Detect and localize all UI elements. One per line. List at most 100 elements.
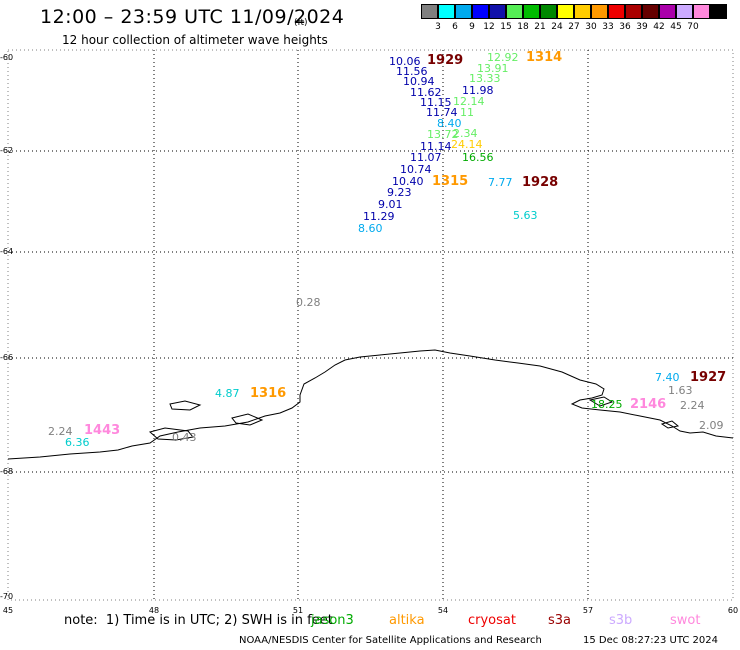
- legend-swatch: [557, 4, 574, 19]
- latitude-label: -66: [0, 353, 14, 362]
- wave-height-value: 11.56: [396, 65, 428, 78]
- satellite-name: s3b: [609, 613, 633, 628]
- legend-label: 27: [568, 22, 580, 32]
- wave-height-value: 11.15: [420, 96, 452, 109]
- pass-id: 2146: [630, 397, 667, 412]
- wave-height-value: 11.74: [426, 106, 458, 119]
- legend-swatch: [642, 4, 659, 19]
- longitude-label: 45: [2, 606, 14, 615]
- island-coast-2: [231, 413, 264, 426]
- wave-height-value: 11.62: [410, 86, 442, 99]
- legend-swatch: [523, 4, 540, 19]
- wave-height-value: 5.63: [513, 209, 538, 222]
- credit-line: NOAA/NESDIS Center for Satellite Applica…: [239, 635, 542, 646]
- map-subtitle: 12 hour collection of altimeter wave hei…: [62, 33, 328, 47]
- wave-height-value: 11: [460, 106, 474, 119]
- legend-swatch: [574, 4, 591, 19]
- pass-id: 1314: [526, 50, 563, 65]
- latitude-label: -64: [0, 247, 14, 256]
- legend-label: 12: [483, 22, 495, 32]
- legend-swatch: [591, 4, 608, 19]
- legend-swatch: [608, 4, 625, 19]
- pass-id: 1927: [690, 370, 727, 385]
- wave-height-value: 11.29: [363, 210, 395, 223]
- wave-height-value: 12.14: [453, 95, 485, 108]
- wave-height-value: 8.60: [358, 222, 383, 235]
- wave-height-value: 13.72: [427, 128, 459, 141]
- wave-height-value: 2.24: [48, 425, 73, 438]
- wave-height-value: 11.98: [462, 84, 494, 97]
- legend-swatch: [710, 4, 727, 19]
- longitude-label: 57: [582, 606, 594, 615]
- legend-label: 39: [636, 22, 648, 32]
- wave-height-value: 10.40: [392, 175, 424, 188]
- wave-height-value: 0.43: [172, 431, 197, 444]
- longitude-label: 60: [727, 606, 739, 615]
- longitude-label: 51: [292, 606, 304, 615]
- legend-label: 21: [534, 22, 546, 32]
- satellite-name: altika: [389, 613, 425, 628]
- wave-height-value: 12.92: [487, 51, 519, 64]
- legend-swatch: [489, 4, 506, 19]
- map-title: 12:00 – 23:59 UTC 11/09/2024: [40, 6, 345, 28]
- pass-id: 1315: [432, 174, 469, 189]
- satellite-name: cryosat: [468, 613, 516, 628]
- legend-swatch: [455, 4, 472, 19]
- pass-id: 1929: [427, 53, 464, 68]
- wave-height-value: 7.40: [655, 371, 680, 384]
- island-coast-3: [148, 427, 194, 441]
- legend-label: 33: [602, 22, 614, 32]
- wave-height-value: 24.14: [451, 138, 483, 151]
- wave-height-value: 2.34: [453, 127, 478, 140]
- legend-swatch: [472, 4, 489, 19]
- wave-height-value: 4.87: [215, 387, 240, 400]
- legend-label: 6: [452, 22, 458, 32]
- wave-height-value: 11.07: [410, 151, 442, 164]
- generated-timestamp: 15 Dec 08:27:23 UTC 2024: [583, 635, 718, 646]
- legend-swatch: [540, 4, 557, 19]
- map-frame: [7, 49, 734, 601]
- satellite-name: swot: [670, 613, 701, 628]
- wave-height-value: 0.28: [296, 296, 321, 309]
- latitude-label: -62: [0, 146, 14, 155]
- legend-swatch: [421, 4, 438, 19]
- pass-id: 1443: [84, 423, 121, 438]
- latitude-label: -60: [0, 53, 14, 62]
- latitude-label: -70: [0, 592, 14, 601]
- wave-height-value: 1.63: [668, 384, 693, 397]
- legend-label: 30: [585, 22, 597, 32]
- legend-swatch: [693, 4, 710, 19]
- wave-height-value: 6.36: [65, 436, 90, 449]
- lat-lon-grid: [8, 50, 733, 600]
- wave-height-value: 18.25: [591, 398, 623, 411]
- legend-swatch: [676, 4, 693, 19]
- legend-label: 45: [670, 22, 682, 32]
- wave-height-value: 10.94: [403, 75, 435, 88]
- satellite-name: jason3: [311, 613, 354, 628]
- pass-id: 1316: [250, 386, 287, 401]
- wave-height-value: 16.56: [462, 151, 494, 164]
- legend-label: 70: [687, 22, 699, 32]
- footer-note: note: 1) Time is in UTC; 2) SWH is in fe…: [64, 613, 333, 628]
- wave-height-value: 2.24: [680, 399, 705, 412]
- longitude-label: 54: [437, 606, 449, 615]
- wave-height-value: 10.74: [400, 163, 432, 176]
- legend-swatch: [438, 4, 455, 19]
- wave-height-value: 2.09: [699, 419, 724, 432]
- wave-height-value: 9.01: [378, 198, 403, 211]
- island-coast-1: [169, 400, 202, 411]
- wave-height-value: 10.06: [389, 55, 421, 68]
- legend-swatch: [659, 4, 676, 19]
- legend-label: 3: [435, 22, 441, 32]
- wave-height-value: 9.23: [387, 186, 412, 199]
- island-coast-4: [588, 396, 614, 407]
- wave-height-value: 8.40: [437, 117, 462, 130]
- legend-swatch: [625, 4, 642, 19]
- island-coast-5: [660, 420, 680, 429]
- legend-unit: (ft): [294, 18, 308, 28]
- legend-label: 24: [551, 22, 563, 32]
- longitude-label: 48: [148, 606, 160, 615]
- legend-label: 42: [653, 22, 665, 32]
- wave-height-value: 13.91: [477, 62, 509, 75]
